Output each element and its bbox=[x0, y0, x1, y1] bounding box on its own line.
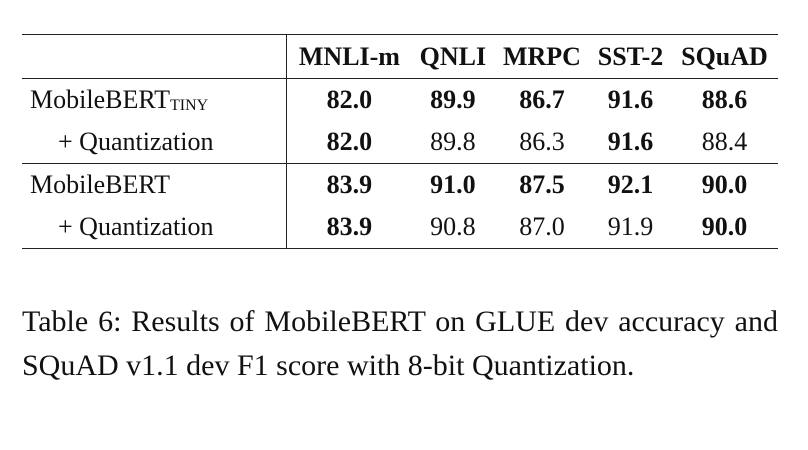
table-row: MobileBERT 83.9 91.0 87.5 92.1 90.0 bbox=[22, 163, 778, 206]
value-cell: 83.9 bbox=[286, 206, 412, 249]
value-cell: 91.6 bbox=[590, 78, 671, 121]
row-label: MobileBERT bbox=[30, 170, 170, 199]
column-header: QNLI bbox=[411, 34, 494, 79]
table-row: + Quantization 83.9 90.8 87.0 91.9 90.0 bbox=[22, 206, 778, 249]
value-cell: 91.9 bbox=[590, 206, 671, 249]
row-label-cell: + Quantization bbox=[22, 121, 287, 164]
column-header: SQuAD bbox=[670, 34, 778, 79]
value-cell: 82.0 bbox=[326, 127, 373, 156]
value-cell: 87.5 bbox=[493, 163, 591, 206]
value-cell: 91.0 bbox=[411, 163, 494, 206]
value-cell: 90.8 bbox=[411, 206, 494, 249]
value-cell: 86.7 bbox=[493, 78, 591, 121]
value-cell: 90.0 bbox=[670, 206, 778, 249]
column-header: SST-2 bbox=[590, 34, 671, 79]
value-cell: 92.1 bbox=[590, 163, 671, 206]
row-label: + Quantization bbox=[58, 212, 214, 241]
value-cell: 82.0 bbox=[286, 78, 412, 121]
header-row: MNLI-m QNLI MRPC SST-2 SQuAD bbox=[22, 34, 778, 79]
table-row: + Quantization 82.0 89.8 86.3 91.6 88.4 bbox=[22, 121, 778, 164]
column-header: MRPC bbox=[493, 34, 591, 79]
corner-cell bbox=[22, 34, 287, 79]
results-table: MNLI-m QNLI MRPC SST-2 SQuAD MobileBERTTINY 82… bbox=[22, 34, 778, 249]
caption: Table 6: Results of MobileBERT on GLUE d… bbox=[22, 305, 778, 382]
value-cell: 89.9 bbox=[411, 78, 494, 121]
row-label-cell: MobileBERT bbox=[22, 163, 287, 206]
value-cell: 87.0 bbox=[493, 206, 591, 249]
value-cell: 88.6 bbox=[670, 78, 778, 121]
row-label: + Quantization bbox=[58, 127, 214, 156]
value-cell: 89.8 bbox=[430, 127, 476, 156]
row-label-subscript: TINY bbox=[170, 97, 209, 114]
value-cell: 83.9 bbox=[286, 163, 412, 206]
value-cell: 86.3 bbox=[519, 127, 565, 156]
value-cell: 90.0 bbox=[670, 163, 778, 206]
table-row: MobileBERTTINY 82.0 89.9 86.7 91.6 88.6 bbox=[22, 78, 778, 121]
row-label-cell: + Quantization bbox=[22, 206, 287, 249]
value-cell: 91.6 bbox=[607, 127, 654, 156]
value-cell: 88.4 bbox=[701, 127, 748, 156]
row-label: MobileBERT bbox=[30, 85, 170, 114]
column-header: MNLI-m bbox=[286, 34, 412, 79]
row-label-cell: MobileBERTTINY bbox=[22, 78, 287, 121]
